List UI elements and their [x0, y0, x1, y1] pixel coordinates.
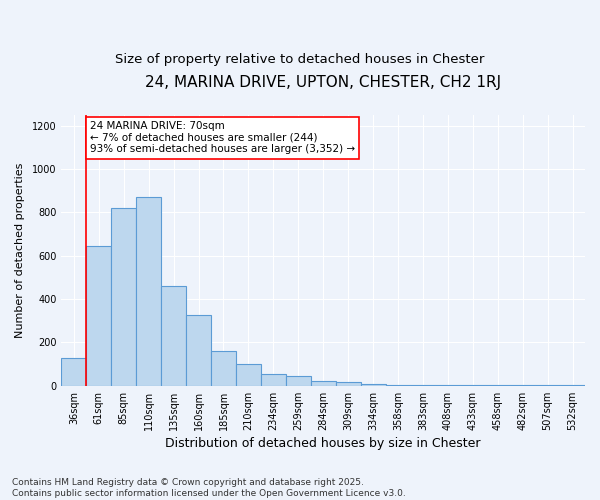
Bar	[560, 384, 585, 386]
Bar	[211, 351, 236, 386]
Bar	[510, 384, 535, 386]
Bar	[236, 364, 261, 386]
Y-axis label: Number of detached properties: Number of detached properties	[15, 162, 25, 338]
X-axis label: Distribution of detached houses by size in Chester: Distribution of detached houses by size …	[166, 437, 481, 450]
Text: Contains HM Land Registry data © Crown copyright and database right 2025.
Contai: Contains HM Land Registry data © Crown c…	[12, 478, 406, 498]
Text: Size of property relative to detached houses in Chester: Size of property relative to detached ho…	[115, 52, 485, 66]
Bar	[261, 374, 286, 386]
Text: 24 MARINA DRIVE: 70sqm
← 7% of detached houses are smaller (244)
93% of semi-det: 24 MARINA DRIVE: 70sqm ← 7% of detached …	[90, 122, 355, 154]
Bar	[335, 382, 361, 386]
Bar	[186, 316, 211, 386]
Bar	[86, 246, 111, 386]
Bar	[111, 208, 136, 386]
Bar	[61, 358, 86, 386]
Bar	[485, 384, 510, 386]
Bar	[460, 384, 485, 386]
Bar	[410, 384, 436, 386]
Bar	[386, 384, 410, 386]
Bar	[361, 384, 386, 386]
Bar	[311, 382, 335, 386]
Bar	[535, 384, 560, 386]
Title: 24, MARINA DRIVE, UPTON, CHESTER, CH2 1RJ: 24, MARINA DRIVE, UPTON, CHESTER, CH2 1R…	[145, 75, 501, 90]
Bar	[286, 376, 311, 386]
Bar	[436, 384, 460, 386]
Bar	[161, 286, 186, 386]
Bar	[136, 197, 161, 386]
